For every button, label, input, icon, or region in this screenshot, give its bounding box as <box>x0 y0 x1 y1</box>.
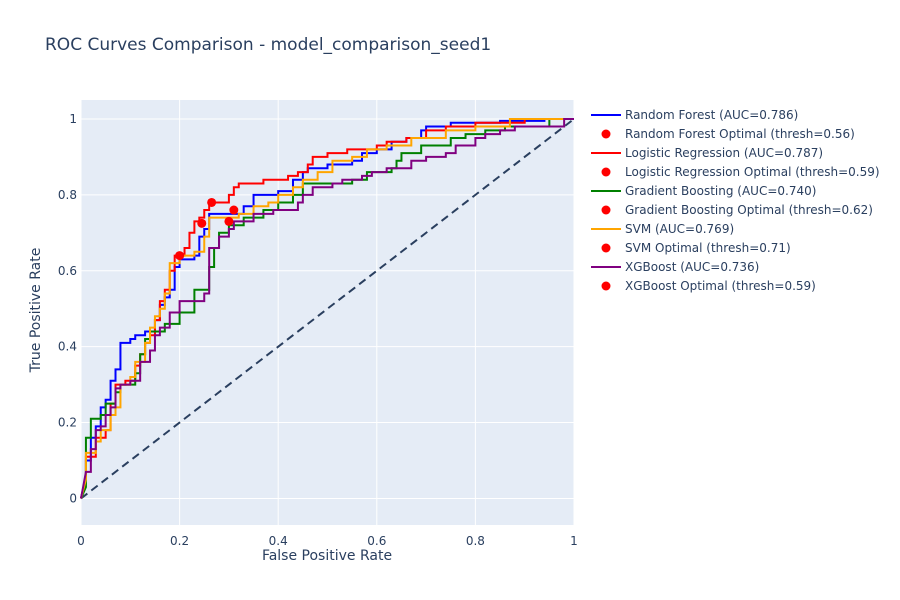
x-axis-title: False Positive Rate <box>262 548 392 564</box>
optimal-point-2 <box>224 216 234 226</box>
y-tick-label: 0.8 <box>58 188 77 202</box>
x-tick-label: 1 <box>570 534 578 548</box>
legend-label: XGBoost Optimal (thresh=0.59) <box>625 279 816 293</box>
optimal-points <box>175 197 239 261</box>
legend-item-6[interactable]: SVM (AUC=0.769) <box>591 222 734 236</box>
legend-item-3[interactable]: Logistic Regression Optimal (thresh=0.59… <box>601 165 880 179</box>
legend-item-0[interactable]: Random Forest (AUC=0.786) <box>591 108 798 122</box>
roc-line-4 <box>80 117 574 499</box>
x-tick-label: 0.4 <box>269 534 288 548</box>
legend-label: SVM (AUC=0.769) <box>625 222 734 236</box>
plot-background <box>81 100 574 525</box>
legend-item-8[interactable]: XGBoost (AUC=0.736) <box>591 260 759 274</box>
y-tick-label: 0 <box>69 491 77 505</box>
y-tick-label: 0.4 <box>58 340 77 354</box>
x-tick-label: 0.2 <box>170 534 189 548</box>
chart-title: ROC Curves Comparison - model_comparison… <box>45 35 491 55</box>
legend-label: Logistic Regression (AUC=0.787) <box>625 146 823 160</box>
x-tick-label: 0.8 <box>466 534 485 548</box>
legend-item-9[interactable]: XGBoost Optimal (thresh=0.59) <box>601 279 816 293</box>
legend-marker-swatch <box>601 243 611 253</box>
legend-marker-swatch <box>601 129 611 139</box>
y-tick-label: 0.2 <box>58 416 77 430</box>
legend-marker-swatch <box>601 167 611 177</box>
y-tick-label: 1 <box>69 112 77 126</box>
legend-label: Logistic Regression Optimal (thresh=0.59… <box>625 165 880 179</box>
roc-line-3 <box>80 117 574 499</box>
legend-marker-swatch <box>601 205 611 215</box>
optimal-point-1 <box>207 197 217 207</box>
legend-label: Gradient Boosting Optimal (thresh=0.62) <box>625 203 873 217</box>
legend-item-1[interactable]: Random Forest Optimal (thresh=0.56) <box>601 127 855 141</box>
legend-label: XGBoost (AUC=0.736) <box>625 260 759 274</box>
legend-marker-swatch <box>601 281 611 291</box>
legend[interactable]: Random Forest (AUC=0.786) Random Forest O… <box>591 108 880 293</box>
legend-item-2[interactable]: Logistic Regression (AUC=0.787) <box>591 146 823 160</box>
x-tick-label: 0 <box>77 534 85 548</box>
y-axis-title: True Positive Rate <box>28 248 44 374</box>
legend-label: SVM Optimal (thresh=0.71) <box>625 241 791 255</box>
optimal-point-4 <box>175 251 185 261</box>
roc-series <box>80 117 574 499</box>
legend-item-5[interactable]: Gradient Boosting Optimal (thresh=0.62) <box>601 203 873 217</box>
optimal-point-3 <box>197 218 207 228</box>
legend-item-7[interactable]: SVM Optimal (thresh=0.71) <box>601 241 791 255</box>
optimal-point-0 <box>229 205 239 215</box>
legend-item-4[interactable]: Gradient Boosting (AUC=0.740) <box>591 184 816 198</box>
legend-label: Gradient Boosting (AUC=0.740) <box>625 184 816 198</box>
y-tick-label: 0.6 <box>58 264 77 278</box>
x-tick-label: 0.6 <box>367 534 386 548</box>
legend-label: Random Forest Optimal (thresh=0.56) <box>625 127 855 141</box>
legend-label: Random Forest (AUC=0.786) <box>625 108 798 122</box>
axis-ticks: 0 0.2 0.4 0.6 0.8 1 0 0.2 0.4 0.6 0.8 1 <box>58 112 578 548</box>
